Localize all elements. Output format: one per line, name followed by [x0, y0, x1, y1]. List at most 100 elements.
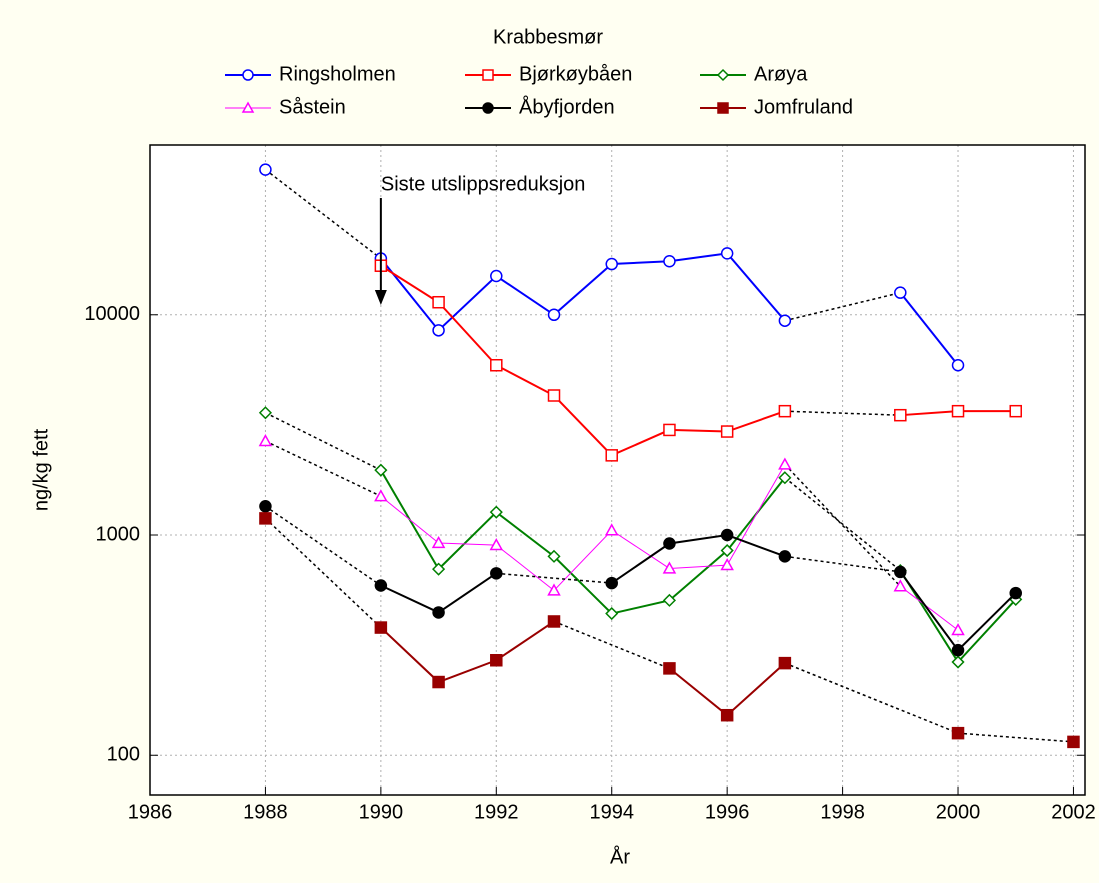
marker	[662, 593, 677, 607]
legend-label: Ringsholmen	[279, 63, 396, 85]
legend-marker	[241, 101, 255, 113]
marker	[1009, 586, 1022, 600]
marker	[778, 404, 792, 418]
marker	[951, 655, 965, 669]
marker	[258, 434, 273, 447]
x-tick-label: 1986	[128, 801, 173, 823]
y-tick-label: 10000	[84, 303, 140, 325]
gap-connector	[784, 463, 901, 587]
gap-connector	[784, 555, 901, 573]
legend-marker	[716, 68, 730, 82]
legend-marker	[482, 69, 494, 81]
marker	[605, 576, 618, 590]
plot-area	[150, 145, 1085, 795]
marker	[893, 579, 908, 592]
legend-marker	[717, 102, 729, 114]
series-line	[380, 264, 786, 457]
x-tick-label: 1992	[474, 801, 519, 823]
y-tick-label: 100	[107, 744, 140, 766]
marker	[1067, 735, 1080, 749]
marker	[490, 358, 503, 372]
marker	[489, 538, 504, 551]
marker	[547, 308, 561, 322]
marker	[778, 471, 792, 485]
gap-connector	[784, 291, 901, 322]
marker	[374, 579, 388, 592]
legend-marker	[482, 102, 494, 114]
legend-label: Åbyfjorden	[519, 95, 615, 118]
marker	[951, 404, 965, 418]
x-tick-label: 1988	[243, 801, 288, 823]
marker	[374, 463, 388, 477]
marker	[489, 505, 503, 519]
marker	[663, 662, 676, 675]
legend-label: Arøya	[754, 63, 808, 85]
marker	[259, 500, 272, 513]
legend-title: Krabbesmør	[493, 26, 603, 48]
gap-connector	[784, 662, 959, 734]
x-axis-label: År	[610, 845, 630, 868]
annotation-arrowhead	[374, 290, 387, 305]
gap-connector	[264, 169, 382, 260]
marker	[951, 726, 965, 740]
marker	[894, 565, 907, 579]
marker	[951, 358, 965, 372]
marker	[720, 558, 734, 571]
series-line	[900, 585, 959, 631]
x-tick-label: 2002	[1051, 801, 1096, 823]
series-line	[380, 252, 786, 332]
marker	[778, 314, 792, 327]
gap-connector	[957, 732, 1074, 743]
marker	[432, 562, 446, 576]
marker	[663, 537, 676, 550]
marker	[432, 675, 445, 689]
gap-connector	[784, 477, 901, 572]
legend-marker	[242, 69, 254, 81]
series-line	[611, 533, 786, 584]
marker	[605, 449, 618, 462]
marker	[894, 286, 907, 299]
marker	[547, 549, 561, 563]
gap-connector	[553, 620, 670, 670]
marker	[951, 643, 965, 657]
gap-connector	[496, 572, 612, 584]
series-line	[380, 469, 786, 615]
marker	[605, 257, 618, 271]
marker	[604, 523, 619, 536]
marker	[259, 512, 272, 525]
marker	[490, 654, 503, 667]
marker	[663, 254, 676, 268]
legend-label: Jomfruland	[754, 96, 853, 118]
marker	[778, 457, 792, 470]
annotation: Siste utslippsreduksjon	[381, 173, 586, 195]
gap-connector	[264, 517, 382, 629]
marker	[490, 567, 503, 580]
marker	[547, 615, 561, 628]
marker	[778, 550, 792, 563]
x-tick-label: 1990	[359, 801, 404, 823]
marker	[431, 535, 446, 549]
series-line	[380, 620, 555, 684]
x-tick-label: 1996	[705, 801, 750, 823]
series-line	[380, 464, 786, 592]
marker	[720, 543, 734, 558]
marker	[720, 425, 734, 438]
marker	[1009, 404, 1022, 418]
marker	[374, 621, 388, 634]
marker	[720, 708, 734, 722]
plot-frame	[149, 144, 1086, 796]
marker	[432, 606, 445, 619]
y-axis-label: ng/kg fett	[30, 428, 52, 511]
marker	[259, 163, 272, 176]
marker	[663, 423, 676, 437]
marker	[720, 528, 734, 542]
y-tick-label: 1000	[96, 523, 141, 545]
marker	[605, 606, 619, 621]
x-tick-label: 1994	[589, 801, 634, 823]
marker	[490, 269, 503, 283]
gap-connector	[265, 505, 382, 587]
gap-connector	[784, 410, 901, 416]
x-tick-label: 2000	[936, 801, 981, 823]
legend-label: Såstein	[279, 96, 346, 118]
